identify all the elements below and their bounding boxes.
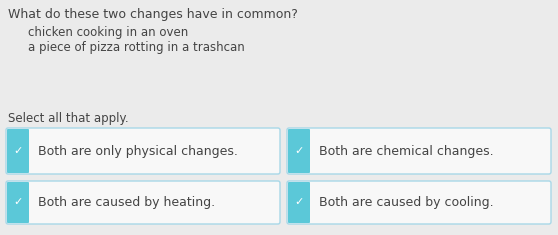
FancyBboxPatch shape	[288, 129, 310, 173]
FancyBboxPatch shape	[287, 181, 551, 224]
Text: ✓: ✓	[294, 197, 304, 208]
FancyBboxPatch shape	[7, 182, 29, 223]
Text: Select all that apply.: Select all that apply.	[8, 112, 129, 125]
FancyBboxPatch shape	[7, 129, 29, 173]
Text: ✓: ✓	[294, 146, 304, 156]
Text: What do these two changes have in common?: What do these two changes have in common…	[8, 8, 298, 21]
FancyBboxPatch shape	[288, 182, 310, 223]
Text: Both are only physical changes.: Both are only physical changes.	[38, 145, 238, 157]
Text: a piece of pizza rotting in a trashcan: a piece of pizza rotting in a trashcan	[28, 41, 245, 54]
Text: ✓: ✓	[13, 197, 23, 208]
Text: ✓: ✓	[13, 146, 23, 156]
FancyBboxPatch shape	[6, 128, 280, 174]
Text: Both are caused by cooling.: Both are caused by cooling.	[319, 196, 494, 209]
Text: Both are chemical changes.: Both are chemical changes.	[319, 145, 494, 157]
FancyBboxPatch shape	[6, 181, 280, 224]
Text: Both are caused by heating.: Both are caused by heating.	[38, 196, 215, 209]
FancyBboxPatch shape	[287, 128, 551, 174]
Text: chicken cooking in an oven: chicken cooking in an oven	[28, 26, 188, 39]
